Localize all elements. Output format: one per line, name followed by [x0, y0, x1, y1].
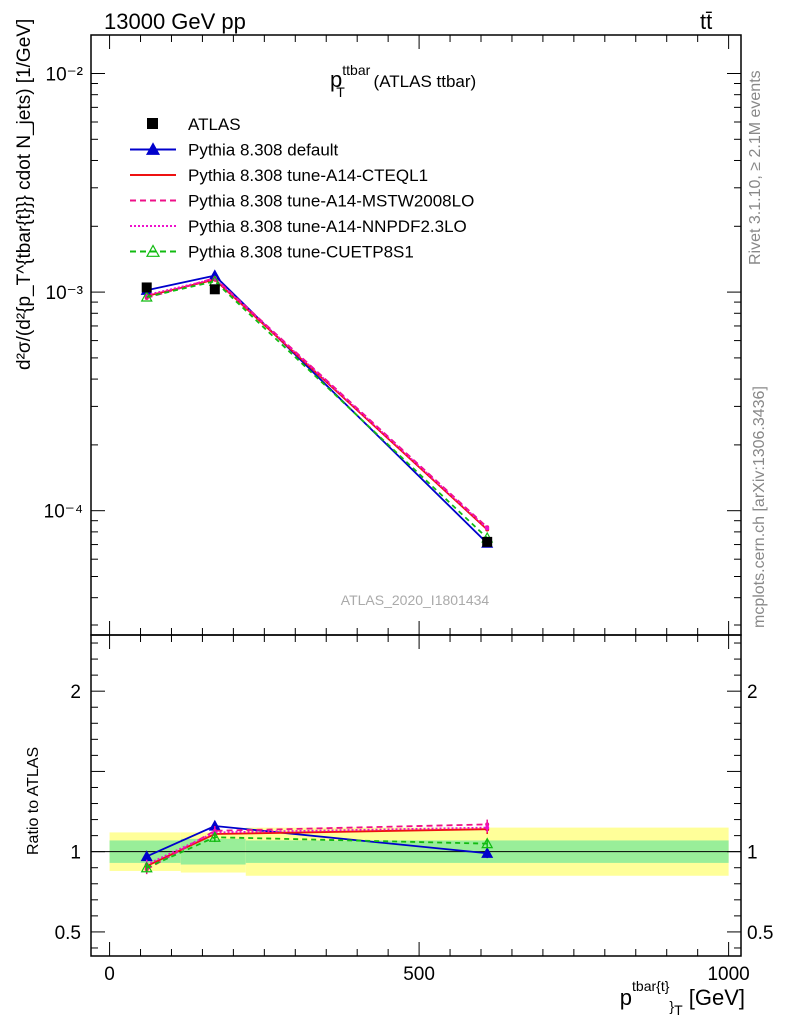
y-tick-label-ratio-right: 2 — [747, 682, 758, 703]
data-marker — [209, 284, 220, 295]
legend-marker — [145, 244, 161, 257]
header-left: 13000 GeV pp — [104, 9, 246, 34]
legend-label: Pythia 8.308 tune-A14-MSTW2008LO — [188, 192, 474, 211]
data-points — [141, 282, 493, 547]
legend-label: Pythia 8.308 tune-A14-NNPDF2.3LO — [188, 217, 467, 236]
data-marker — [482, 536, 493, 547]
rivet-label: Rivet 3.1.10, ≥ 2.1M events — [747, 70, 764, 265]
analysis-id: ATLAS_2020_I1801434 — [341, 592, 490, 608]
legend-marker — [145, 142, 161, 155]
ratio-bands — [91, 827, 741, 876]
series-line-ratio — [146, 826, 488, 866]
axis-ticks: 10⁻² 10⁻³ 10⁻⁴ 0.5 0.5 1 1 2 2 0 500 1000 — [44, 35, 773, 985]
y-tick-label-main: 10⁻² — [46, 64, 84, 85]
data-marker — [141, 282, 152, 293]
series-line-main — [146, 277, 488, 530]
main-series — [140, 269, 494, 548]
ylabel-main: d²σ/(d²{p_T^{tbar{t}}} cdot N_jets) [1/G… — [14, 19, 35, 370]
y-tick-label-main: 10⁻³ — [46, 283, 84, 304]
x-tick-label: 0 — [104, 964, 115, 985]
ratio-panel-frame — [90, 634, 742, 957]
ylabel-ratio: Ratio to ATLAS — [25, 747, 42, 855]
legend-marker — [147, 118, 158, 129]
legend: ATLAS Pythia 8.308 default Pythia 8.308 tu… — [130, 115, 474, 262]
legend-label: ATLAS — [188, 115, 241, 134]
y-tick-label-ratio: 2 — [70, 682, 81, 703]
series-marker-main — [140, 290, 153, 302]
series-line-main — [146, 280, 488, 539]
y-tick-label-ratio: 1 — [70, 843, 81, 864]
mcplots-label: mcplots.cern.ch [arXiv:1306.3436] — [751, 386, 768, 628]
x-tick-label: 500 — [403, 964, 435, 985]
y-tick-label-ratio-right: 1 — [747, 843, 758, 864]
y-tick-label-ratio: 0.5 — [55, 923, 81, 944]
series-line-main — [146, 274, 488, 544]
series-marker-ratio — [208, 830, 221, 842]
x-tick-label: 1000 — [707, 964, 749, 985]
plot-title: pttbar T (ATLAS ttbar) — [330, 62, 476, 100]
series-point-ratio — [485, 825, 490, 830]
series-marker-ratio — [481, 847, 494, 858]
series-marker-ratio — [481, 837, 494, 849]
ratio-series — [140, 819, 494, 875]
legend-label: Pythia 8.308 default — [188, 141, 339, 160]
legend-label: Pythia 8.308 tune-CUETP8S1 — [188, 243, 414, 262]
y-tick-label-ratio-right: 0.5 — [747, 923, 773, 944]
header-right: tt̄ — [700, 9, 712, 34]
legend-label: Pythia 8.308 tune-A14-CTEQL1 — [188, 166, 428, 185]
series-marker-ratio — [140, 861, 153, 873]
xlabel: ptbar{t}}T [GeV] — [620, 978, 745, 1018]
series-point-main — [485, 526, 490, 531]
y-tick-label-main: 10⁻⁴ — [44, 502, 83, 523]
